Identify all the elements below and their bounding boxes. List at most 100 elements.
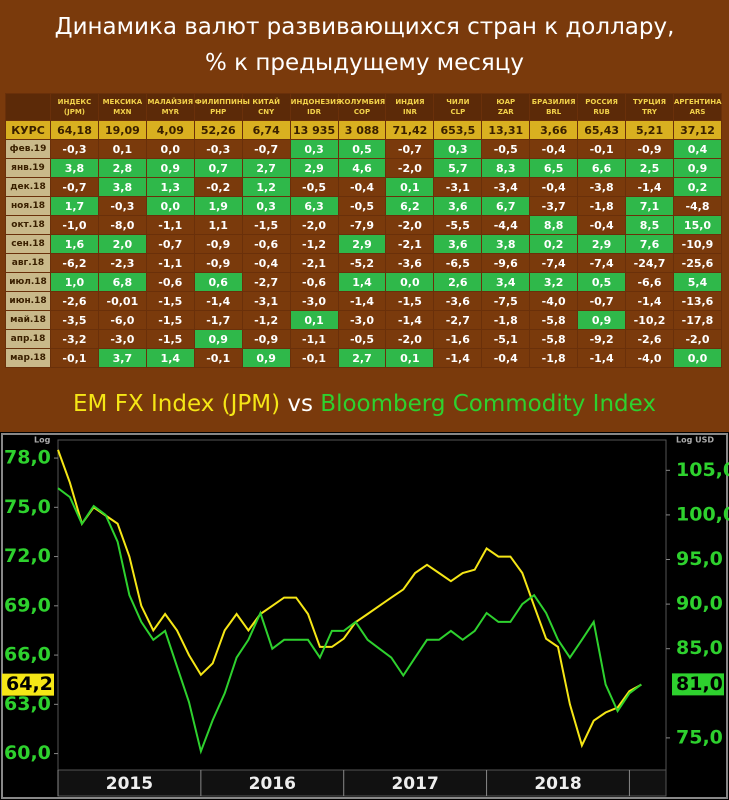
header-text: АРГЕНТИНА [673, 98, 722, 106]
value-cell: -5,8 [529, 310, 579, 330]
value-cell: 15,0 [672, 215, 723, 235]
value-cell: 0,2 [529, 234, 579, 254]
value-cell: 0,9 [193, 329, 243, 349]
value-cell: 0,5 [577, 272, 627, 292]
title: Динамика валют развивающихся стран к дол… [54, 14, 675, 40]
rate-cell: 13 935 [289, 120, 339, 140]
value-cell: 1,2 [241, 177, 291, 197]
header-text: ZAR [497, 108, 514, 116]
rate-cell: 5,21 [625, 120, 674, 140]
value-cell: -2,6 [625, 329, 674, 349]
value-cell: -0,1 [289, 348, 339, 368]
table-row: ИНДЕКС (JPM) МЕКСИКА MXN МАЛАЙЗИЯ MYR ФИЛИППИН… [5, 93, 723, 121]
value-cell: 0,1 [97, 139, 147, 159]
value-cell: 0,6 [193, 272, 243, 292]
value-cell: -0,9 [625, 139, 674, 159]
value-cell: -0,5 [337, 196, 387, 216]
header-text: BRL [546, 108, 562, 116]
value-cell: 8,5 [625, 215, 674, 235]
value-cell: -2,0 [385, 158, 435, 178]
value-cell: -0,4 [577, 215, 627, 235]
column-header: ЮАР ZAR [481, 93, 531, 121]
rate-cell: 6,74 [241, 120, 291, 140]
value-cell: -2,7 [433, 310, 483, 330]
value-cell: -2,1 [385, 234, 435, 254]
value-cell: 6,5 [529, 158, 579, 178]
value-cell: -7,5 [481, 291, 531, 311]
value-cell: -3,8 [577, 177, 627, 197]
value-cell: 0,9 [241, 348, 291, 368]
column-header: КИТАЙ CNY [241, 93, 291, 121]
value-cell: -4,0 [625, 348, 674, 368]
chart: Log Log USD 2015 2016 2017 2018 60,0 63,0 66,0… [0, 432, 729, 800]
value-cell: -1,8 [577, 196, 627, 216]
value-cell: -6,2 [50, 253, 99, 273]
value-cell: -13,6 [672, 291, 723, 311]
value-cell: -3,0 [289, 291, 339, 311]
value-cell: 8,3 [481, 158, 531, 178]
value-cell: 2,6 [433, 272, 483, 292]
value-cell: -25,6 [672, 253, 723, 273]
value-cell: 2,0 [97, 234, 147, 254]
table-row: окт.18 -1,0 -8,0 -1,1 1,1 -1,5 -2,0 -7,9 -2,0 -5,… [5, 215, 723, 235]
value-cell: -0,3 [97, 196, 147, 216]
value-cell: -3,1 [433, 177, 483, 197]
header-text: CLP [450, 108, 466, 116]
value-cell: -7,4 [529, 253, 579, 273]
value-cell: -2,0 [385, 215, 435, 235]
value-cell: 3,8 [97, 177, 147, 197]
value-cell: -0,6 [289, 272, 339, 292]
row-label: июл.18 [5, 272, 51, 292]
value-cell: -1,5 [241, 215, 291, 235]
value-cell: 1,4 [337, 272, 387, 292]
value-cell: 0,3 [289, 139, 339, 159]
value-cell: -1,4 [625, 291, 674, 311]
value-cell: 0,3 [433, 139, 483, 159]
value-cell: 0,0 [145, 139, 195, 159]
value-cell: -3,2 [50, 329, 99, 349]
table-row: янв.19 3,8 2,8 0,9 0,7 2,7 2,9 4,6 -2,0 5,7 8,3 6,5… [5, 158, 723, 178]
header-text: ФИЛИППИНЫ [194, 98, 250, 106]
value-cell: -1,5 [145, 310, 195, 330]
header-text: TRY [642, 108, 657, 116]
value-cell: -0,7 [577, 291, 627, 311]
last-value-box [2, 673, 54, 696]
value-cell: -0,5 [337, 329, 387, 349]
value-cell: 0,9 [577, 310, 627, 330]
chart-border [1, 433, 728, 799]
y-tick-label: 72,0 [4, 545, 51, 567]
value-cell: 2,8 [97, 158, 147, 178]
value-cell: -1,5 [145, 329, 195, 349]
value-cell: -1,5 [385, 291, 435, 311]
y-tick-label: 63,0 [4, 693, 51, 715]
value-cell: -4,8 [672, 196, 723, 216]
value-cell: -3,4 [481, 177, 531, 197]
row-label: май.18 [5, 310, 51, 330]
value-cell: -1,8 [529, 348, 579, 368]
value-cell: -1,4 [433, 348, 483, 368]
value-cell: -2,7 [241, 272, 291, 292]
value-cell: 3,8 [481, 234, 531, 254]
header-text: MXN [113, 108, 132, 116]
value-cell: -0,1 [193, 348, 243, 368]
rate-cell: 52,26 [193, 120, 243, 140]
row-label: ноя.18 [5, 196, 51, 216]
value-cell: -0,4 [241, 253, 291, 273]
last-value-label: 64,2 [6, 673, 53, 695]
value-cell: -7,4 [577, 253, 627, 273]
value-cell: 2,5 [625, 158, 674, 178]
row-label: дек.18 [5, 177, 51, 197]
value-cell: -24,7 [625, 253, 674, 273]
column-header: ТУРЦИЯ TRY [625, 93, 674, 121]
value-cell: -4,4 [481, 215, 531, 235]
value-cell: -5,8 [529, 329, 579, 349]
value-cell: 6,2 [385, 196, 435, 216]
table-row: июл.18 1,0 6,8 -0,6 0,6 -2,7 -0,6 1,4 0,0 2,6 3,4 3… [5, 272, 723, 292]
value-cell: -0,1 [50, 348, 99, 368]
value-cell: -10,9 [672, 234, 723, 254]
value-cell: -0,5 [481, 139, 531, 159]
value-cell: -5,1 [481, 329, 531, 349]
value-cell: -3,5 [50, 310, 99, 330]
y-tick-label: 60,0 [4, 742, 51, 764]
